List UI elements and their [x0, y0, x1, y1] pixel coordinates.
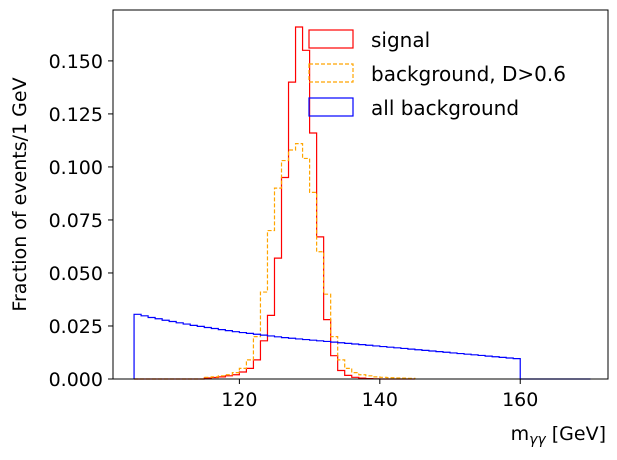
legend-swatch: [309, 30, 353, 48]
legend-label: background, D>0.6: [371, 62, 566, 86]
y-tick-label: 0.075: [49, 210, 103, 232]
x-tick-label: 120: [221, 389, 257, 411]
x-tick-label: 140: [362, 389, 398, 411]
legend: signal background, D>0.6 all background: [309, 28, 566, 120]
y-axis-label: Fraction of events/1 GeV: [9, 77, 31, 311]
y-tick-label: 0.025: [49, 316, 103, 338]
x-axis-label: mγγ [GeV]: [511, 423, 606, 448]
legend-label: signal: [371, 28, 430, 52]
y-tick-label: 0.100: [49, 157, 103, 179]
y-tick-label: 0.150: [49, 51, 103, 73]
y-tick-label: 0.000: [49, 369, 103, 391]
y-tick-label: 0.125: [49, 104, 103, 126]
x-tick-label: 160: [502, 389, 538, 411]
legend-label: all background: [371, 96, 519, 120]
legend-swatch: [309, 98, 353, 116]
y-tick-label: 0.050: [49, 263, 103, 285]
legend-swatch: [309, 64, 353, 82]
series-line-2: [134, 314, 590, 379]
